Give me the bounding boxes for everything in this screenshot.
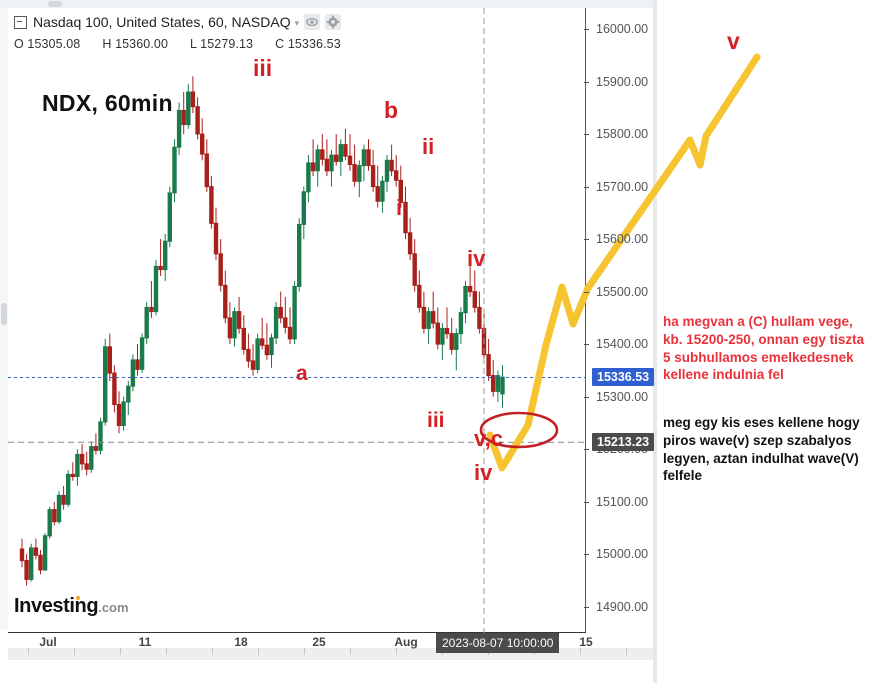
chart-title: NDX, 60min	[42, 90, 173, 116]
ohlc-close: C 15336.53	[275, 37, 341, 51]
wave-label-a: a	[296, 362, 308, 385]
left-scrollbar-thumb[interactable]	[1, 303, 7, 325]
time-tick: 15	[579, 635, 593, 649]
candlestick-plot	[8, 8, 586, 633]
top-scrollbar-thumb[interactable]	[48, 1, 62, 7]
watermark-brand: Investing	[14, 595, 99, 617]
watermark-logo: Investing.com	[14, 595, 129, 618]
chevron-down-icon[interactable]: ▾	[294, 17, 300, 28]
crosshair-time-badge[interactable]: 2023-08-07 10:00:00	[436, 633, 560, 653]
time-tick: 11	[138, 635, 152, 649]
logo-dot-icon	[76, 596, 80, 600]
wave-label-iv: iv	[474, 460, 493, 485]
ohlc-open: O 15305.08	[14, 37, 81, 51]
forecast-note-red: ha megvan a (C) hullam vege, kb. 15200-2…	[663, 314, 865, 383]
ohlc-low: L 15279.13	[190, 37, 254, 51]
eye-icon[interactable]	[304, 14, 321, 31]
price-axis[interactable]: 16000.00 15900.00 15800.00 15700.00 15600.00…	[584, 8, 655, 633]
time-axis[interactable]: Jul 11 18 25 Aug 15 2023-08-07 10:00:00	[8, 633, 593, 653]
top-scrollbar[interactable]	[0, 0, 655, 8]
time-tick: 25	[312, 635, 326, 649]
left-scrollbar[interactable]	[0, 8, 8, 630]
time-tick: Aug	[394, 635, 418, 649]
watermark-suffix: .com	[98, 600, 129, 615]
wave-label-i: i	[396, 195, 403, 220]
crosshair-price-badge[interactable]: 15213.23	[592, 433, 655, 452]
gear-icon[interactable]	[325, 14, 342, 31]
wave-label-iv: iv	[467, 246, 486, 271]
time-tick: 18	[234, 635, 248, 649]
time-tick: Jul	[39, 635, 57, 649]
wave-label-b: b	[384, 97, 399, 123]
wave-label-iii: iii	[253, 55, 273, 81]
wave-label-vc: v,c	[474, 426, 503, 451]
forecast-note-black: meg egy kis eses kellene hogy piros wave…	[663, 415, 860, 484]
last-price-badge[interactable]: 15336.53	[592, 368, 655, 387]
wave-label-ii: ii	[422, 134, 435, 159]
ohlc-high: H 15360.00	[102, 37, 168, 51]
candles-layer	[19, 76, 505, 586]
symbol-label: Nasdaq 100, United States, 60, NASDAQ	[33, 14, 291, 30]
wave-label-v: v	[727, 28, 740, 54]
ohlc-readout: O 15305.08 H 15360.00 L 15279.13 C 15336.53	[14, 37, 363, 51]
wave-label-iii: iii	[427, 409, 445, 432]
collapse-icon[interactable]	[14, 15, 27, 29]
symbol-header[interactable]: Nasdaq 100, United States, 60, NASDAQ ▾	[14, 14, 342, 31]
